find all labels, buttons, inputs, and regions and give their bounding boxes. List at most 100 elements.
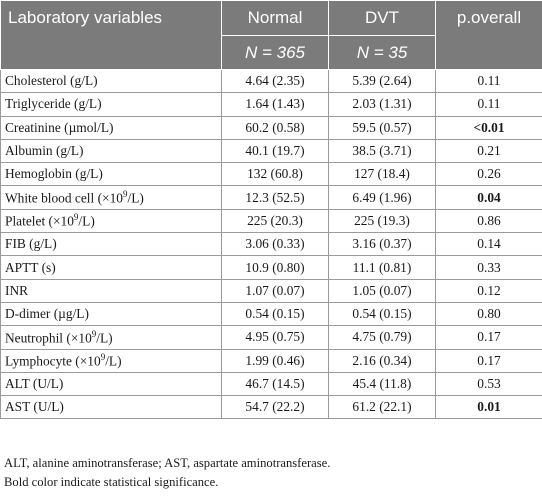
row-label-unit: /L): [105, 353, 122, 369]
dvt-value: 225 (19.3): [328, 209, 436, 234]
dvt-value: 127 (18.4): [328, 162, 436, 187]
table-row: INR 1.07 (0.07) 1.05 (0.07) 0.12: [0, 279, 542, 303]
header-variable: Laboratory variables: [0, 0, 222, 70]
dvt-value: 2.16 (0.34): [328, 349, 436, 373]
table-row: ALT (U/L) 46.7 (14.5) 45.4 (11.8) 0.53: [0, 372, 542, 397]
table-row: Albumin (g/L) 40.1 (19.7) 38.5 (3.71) 0.21: [0, 139, 542, 164]
row-label: Lymphocyte (×109/L): [0, 349, 222, 373]
header-p-overall: p.overall: [435, 0, 542, 70]
table-row: Triglyceride (g/L) 1.64 (1.43) 2.03 (1.31)…: [0, 92, 542, 117]
p-value: 0.80: [435, 302, 542, 327]
footnote-abbreviations: ALT, alanine aminotransferase; AST, aspa…: [4, 456, 331, 470]
row-label: Platelet (×109/L): [0, 209, 222, 234]
dvt-value: 5.39 (2.64): [328, 68, 436, 94]
table-row: D-dimer (µg/L) 0.54 (0.15) 0.54 (0.15) 0.80: [0, 302, 542, 327]
p-value: 0.04: [435, 185, 542, 210]
normal-value: 46.7 (14.5): [221, 372, 329, 397]
table-row: Creatinine (µmol/L) 60.2 (0.58) 59.5 (0.57…: [0, 116, 542, 140]
table-row: Hemoglobin (g/L) 132 (60.8) 127 (18.4) 0.26: [0, 162, 542, 187]
row-label: Cholesterol (g/L): [0, 68, 222, 94]
row-label-text: Platelet (×10: [5, 213, 74, 229]
row-label-text: Lymphocyte (×10: [5, 353, 101, 369]
p-value: 0.33: [435, 255, 542, 280]
p-value: 0.11: [435, 92, 542, 117]
dvt-value: 59.5 (0.57): [328, 116, 436, 140]
p-value: 0.53: [435, 372, 542, 397]
p-value: 0.17: [435, 325, 542, 350]
table-row: White blood cell (×109/L) 12.3 (52.5) 6.49…: [0, 185, 542, 210]
dvt-value: 4.75 (0.79): [328, 325, 436, 350]
dvt-value: 38.5 (3.71): [328, 139, 436, 164]
table-row: Neutrophil (×109/L) 4.95 (0.75) 4.75 (0.79…: [0, 325, 542, 350]
dvt-value: 3.16 (0.37): [328, 232, 436, 257]
p-value: 0.11: [435, 68, 542, 94]
normal-value: 1.99 (0.46): [221, 349, 329, 373]
footnote-significance: Bold color indicate statistical signific…: [4, 474, 219, 489]
table-body: Cholesterol (g/L) 4.64 (2.35) 5.39 (2.64) 0…: [0, 68, 542, 420]
header-dvt-n: N = 35: [328, 35, 436, 70]
row-label-text: White blood cell (×10: [5, 190, 123, 206]
p-value: 0.17: [435, 349, 542, 373]
dvt-value: 1.05 (0.07): [328, 279, 436, 303]
normal-value: 1.07 (0.07): [221, 279, 329, 303]
normal-value: 60.2 (0.58): [221, 116, 329, 140]
normal-value: 225 (20.3): [221, 209, 329, 234]
dvt-value: 0.54 (0.15): [328, 302, 436, 327]
normal-value: 4.95 (0.75): [221, 325, 329, 350]
normal-value: 132 (60.8): [221, 162, 329, 187]
row-label-unit: /L): [96, 330, 113, 346]
header-row: Laboratory variables Normal DVT p.overal…: [0, 0, 542, 70]
row-label: APTT (s): [0, 255, 222, 280]
row-label-exponent: 9: [123, 188, 128, 199]
row-label-text: Neutrophil (×10: [5, 330, 92, 346]
row-label: AST (U/L): [0, 395, 222, 420]
header-n-row: N = 365 N = 35: [1, 35, 542, 70]
row-label-unit: /L): [78, 213, 95, 229]
p-value: 0.21: [435, 139, 542, 164]
normal-value: 54.7 (22.2): [221, 395, 329, 420]
normal-value: 10.9 (0.80): [221, 255, 329, 280]
normal-value: 0.54 (0.15): [221, 302, 329, 327]
dvt-value: 6.49 (1.96): [328, 185, 436, 210]
row-label: Creatinine (µmol/L): [0, 116, 222, 140]
dvt-value: 11.1 (0.81): [328, 255, 436, 280]
row-label: Hemoglobin (g/L): [0, 162, 222, 187]
header-normal-n: N = 365: [221, 35, 329, 70]
header-dvt: DVT: [328, 0, 436, 36]
row-label: Neutrophil (×109/L): [0, 325, 222, 350]
normal-value: 3.06 (0.33): [221, 232, 329, 257]
laboratory-variables-table: Laboratory variables Normal DVT p.overal…: [0, 0, 542, 420]
row-label: ALT (U/L): [0, 372, 222, 397]
row-label-exponent: 9: [73, 212, 79, 223]
table-row: Platelet (×109/L) 225 (20.3) 225 (19.3) 0.8…: [0, 209, 542, 234]
row-label: D-dimer (µg/L): [0, 302, 222, 327]
table-header: Laboratory variables Normal DVT p.overal…: [0, 0, 542, 70]
normal-value: 4.64 (2.35): [221, 68, 329, 94]
normal-value: 12.3 (52.5): [221, 185, 329, 210]
row-label-exponent: 9: [91, 328, 97, 339]
dvt-value: 2.03 (1.31): [328, 92, 436, 117]
table-row: Lymphocyte (×109/L) 1.99 (0.46) 2.16 (0.34…: [0, 349, 542, 373]
p-value: 0.26: [435, 162, 542, 187]
table-row: APTT (s) 10.9 (0.80) 11.1 (0.81) 0.33: [0, 255, 542, 280]
p-value: 0.12: [435, 279, 542, 303]
table-row: FIB (g/L) 3.06 (0.33) 3.16 (0.37) 0.14: [0, 232, 542, 257]
p-value: 0.01: [435, 395, 542, 420]
normal-value: 1.64 (1.43): [221, 92, 329, 117]
row-label: INR: [0, 279, 222, 303]
table-row: Cholesterol (g/L) 4.64 (2.35) 5.39 (2.64) 0…: [0, 68, 542, 94]
row-label: White blood cell (×109/L): [0, 185, 222, 210]
dvt-value: 45.4 (11.8): [328, 372, 436, 397]
table-row: AST (U/L) 54.7 (22.2) 61.2 (22.1) 0.01: [0, 395, 542, 420]
row-label-exponent: 9: [100, 351, 106, 362]
row-label: Triglyceride (g/L): [0, 92, 222, 117]
table-footnotes: ALT, alanine aminotransferase; AST, aspa…: [4, 454, 330, 491]
row-label: FIB (g/L): [0, 232, 222, 257]
p-value: 0.14: [435, 232, 542, 257]
header-normal: Normal: [221, 0, 329, 36]
row-label: Albumin (g/L): [0, 139, 222, 164]
p-value: 0.86: [435, 209, 542, 234]
dvt-value: 61.2 (22.1): [328, 395, 436, 420]
normal-value: 40.1 (19.7): [221, 139, 329, 164]
row-label-unit: /L): [127, 190, 144, 206]
